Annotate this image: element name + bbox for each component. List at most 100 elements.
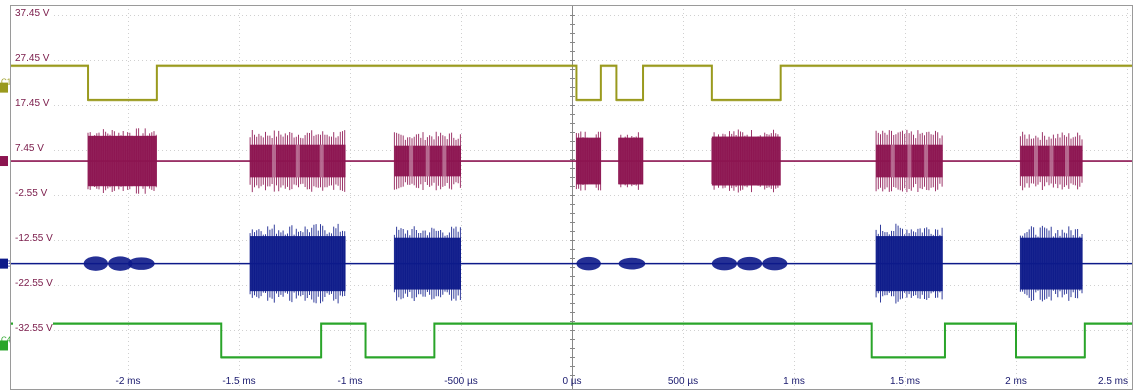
trace-c4: [10, 322, 1133, 359]
burst-lobe: [711, 256, 738, 271]
x-tick-label: 500 µs: [668, 376, 698, 387]
x-tick-label: 2.5 ms: [1098, 376, 1128, 387]
burst-gap: [271, 144, 276, 178]
trace-noise-c1: [10, 66, 1133, 102]
y-tick-label-bg: [13, 97, 53, 108]
y-tick-label-bg: [13, 7, 53, 18]
burst-gap: [1033, 145, 1038, 177]
x-tick-label: 1 ms: [783, 376, 805, 387]
trace-noise-c4: [10, 324, 1133, 359]
burst-lobe: [737, 256, 763, 271]
y-axis-labels: 37.45 V 27.45 V 17.45 V 7.45 V -2.55 V -12.55…: [13, 7, 53, 334]
burst-c3-0: [83, 256, 133, 271]
burst-gap: [907, 144, 912, 178]
y-tick-label-bg: [13, 142, 53, 153]
series-C1: [10, 64, 1133, 102]
burst-core: [711, 136, 781, 186]
y-tick-label: -2.55 V: [15, 188, 48, 199]
y-tick-label-bg: [13, 187, 53, 198]
burst-spikes: [575, 131, 602, 191]
y-tick-label: -22.55 V: [15, 278, 53, 289]
x-axis-labels: -2 ms -1.5 ms -1 ms -500 µs 0 µs 500 µs 1 ms 1.…: [116, 376, 1129, 387]
burst-gap: [425, 145, 430, 177]
burst-c3-4: [576, 256, 601, 271]
x-tick-label: -1 ms: [338, 376, 363, 387]
channel-marker-c3[interactable]: [0, 258, 8, 269]
trace-c1: [10, 64, 1133, 101]
y-tick-label: 17.45 V: [15, 98, 50, 109]
channel-label-c3: C3: [1, 260, 12, 269]
x-tick-label: -1.5 ms: [222, 376, 255, 387]
y-tick-label: -32.55 V: [15, 323, 53, 334]
x-tick-label: 1.5 ms: [890, 376, 920, 387]
burst-c2-2: [393, 131, 461, 191]
series-C2: [10, 128, 1133, 194]
burst-gap: [295, 144, 300, 178]
channel-label-c1: C1: [1, 78, 12, 87]
burst-gap: [890, 144, 895, 178]
x-tick-label: 2 ms: [1005, 376, 1027, 387]
burst-lobe: [128, 257, 155, 270]
y-tick-label-bg: [13, 232, 53, 243]
y-tick-label: 7.45 V: [15, 143, 44, 154]
burst-lobe: [83, 256, 109, 271]
burst-spikes: [393, 131, 461, 191]
burst-gap: [1065, 145, 1070, 177]
burst-c2-4: [618, 132, 644, 190]
burst-c2-3: [575, 131, 602, 191]
burst-c3-8: [1019, 225, 1083, 302]
burst-core: [618, 137, 644, 185]
burst-c3-5: [618, 257, 646, 270]
channel-marker-c2[interactable]: [0, 156, 8, 167]
burst-core: [576, 137, 601, 185]
burst-gap: [409, 145, 414, 177]
y-tick-label: -12.55 V: [15, 233, 53, 244]
burst-c3-1: [128, 257, 155, 270]
burst-lobe: [576, 256, 601, 271]
series-C3: [10, 223, 1133, 304]
burst-lobe: [762, 256, 788, 271]
channel-label-c4: C4: [1, 335, 12, 344]
y-tick-label: 27.45 V: [15, 53, 50, 64]
grid: [10, 5, 1133, 389]
y-tick-label-bg: [13, 52, 53, 63]
burst-gap: [924, 144, 929, 178]
channel-marker-c1[interactable]: [0, 82, 8, 93]
x-tick-label: -500 µs: [444, 376, 478, 387]
burst-lobe: [108, 256, 133, 271]
burst-lobe: [618, 257, 646, 270]
burst-spikes: [875, 129, 943, 193]
burst-spikes: [249, 223, 346, 304]
burst-c2-6: [875, 129, 943, 193]
burst-c3-3: [393, 226, 461, 301]
burst-gap: [319, 144, 324, 178]
x-tick-label: -2 ms: [116, 376, 141, 387]
y-tick-label-bg: [13, 277, 53, 288]
burst-gap: [1049, 145, 1054, 177]
traces: [10, 64, 1133, 359]
burst-c3-7: [875, 223, 943, 304]
burst-spikes: [87, 128, 157, 194]
burst-c3-2: [249, 223, 346, 304]
burst-spikes: [249, 130, 346, 193]
burst-spikes: [1019, 225, 1083, 302]
y-tick-label: 37.45 V: [15, 8, 50, 19]
y-tick-label-bg: [13, 322, 53, 333]
channel-markers: C1 C3 C4: [0, 78, 12, 351]
series-C4: [10, 322, 1133, 359]
burst-spikes: [1019, 131, 1083, 191]
burst-gap: [442, 145, 447, 177]
burst-c2-7: [1019, 131, 1083, 191]
burst-c2-0: [87, 128, 157, 194]
burst-c3-6: [711, 256, 788, 271]
burst-spikes: [618, 132, 644, 190]
burst-c2-1: [249, 130, 346, 193]
burst-spikes: [875, 223, 943, 304]
channel-marker-c4[interactable]: [0, 340, 8, 351]
burst-core: [88, 135, 157, 187]
burst-spikes: [393, 226, 461, 301]
x-tick-label: 0 µs: [562, 376, 581, 387]
burst-spikes: [711, 129, 781, 193]
burst-c2-5: [711, 129, 781, 193]
